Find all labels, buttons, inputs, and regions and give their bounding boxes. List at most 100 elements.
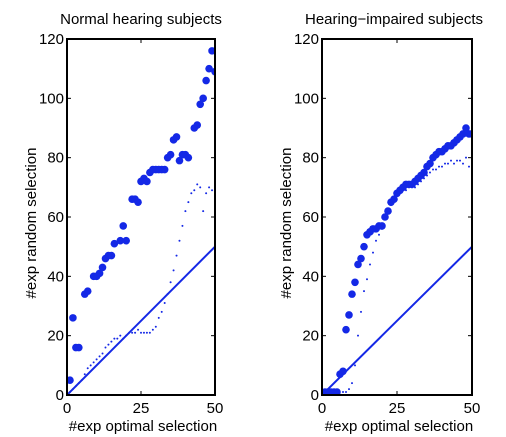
y-tick-label: 80	[47, 150, 64, 167]
chart-title: Hearing−impaired subjects	[305, 11, 483, 28]
reference-line	[67, 245, 215, 395]
large-data-point	[75, 343, 83, 352]
small-data-point	[178, 239, 181, 242]
small-data-point	[396, 192, 398, 195]
large-data-point	[360, 242, 368, 251]
small-data-point	[148, 331, 151, 334]
small-data-point	[432, 168, 434, 171]
large-data-point	[420, 168, 428, 177]
plot-area	[322, 124, 472, 395]
large-data-point	[134, 198, 142, 206]
x-axis-label: #exp optimal selection	[69, 418, 217, 435]
small-data-point	[447, 162, 449, 165]
small-data-point	[345, 391, 347, 394]
large-data-point	[426, 159, 434, 168]
large-data-point	[193, 121, 202, 129]
large-data-point	[83, 287, 92, 295]
plot-area	[67, 47, 215, 395]
large-data-point	[354, 260, 362, 269]
y-tick-label: 80	[302, 150, 319, 167]
small-data-point	[462, 162, 464, 165]
small-data-point	[387, 210, 389, 213]
small-data-point	[113, 337, 116, 340]
small-data-point	[140, 331, 142, 334]
chart-panel-1: Normal hearing subjects 0 20 40 60 80 100 120 0 2…	[23, 11, 223, 435]
y-tick-label: 60	[47, 209, 64, 226]
y-tick-label: 0	[311, 387, 319, 404]
small-data-point	[95, 358, 98, 361]
small-data-point	[119, 334, 122, 337]
small-data-point	[172, 269, 175, 272]
x-tick-label: 0	[318, 400, 326, 417]
small-data-point	[378, 233, 380, 236]
small-data-point	[453, 162, 455, 165]
small-data-point	[354, 364, 356, 367]
small-data-point	[187, 201, 190, 204]
large-data-point	[342, 325, 350, 334]
small-data-point	[342, 391, 344, 394]
y-tick-label: 100	[39, 90, 64, 107]
small-data-point	[369, 263, 371, 266]
small-data-point	[366, 278, 368, 281]
small-data-point	[351, 382, 353, 385]
y-tick-label: 60	[302, 209, 319, 226]
small-data-point	[348, 388, 350, 391]
small-data-point	[193, 189, 196, 192]
large-data-point	[69, 314, 77, 322]
large-data-point	[459, 130, 467, 138]
large-data-point	[116, 236, 125, 245]
small-data-point	[444, 162, 446, 165]
small-data-point	[363, 290, 365, 293]
large-data-point	[351, 278, 359, 287]
small-data-point	[441, 165, 443, 168]
large-data-point	[208, 47, 215, 55]
small-data-point	[142, 331, 145, 334]
small-data-point	[202, 210, 205, 213]
small-data-point	[199, 186, 202, 189]
large-data-point	[160, 165, 169, 174]
large-data-point	[98, 263, 107, 272]
small-data-point	[145, 331, 148, 334]
small-data-point	[181, 224, 184, 227]
plot-frame	[321, 38, 473, 396]
small-data-point	[83, 373, 86, 376]
y-tick-label: 100	[294, 90, 319, 107]
large-data-point	[143, 177, 151, 186]
large-data-point	[199, 94, 207, 103]
large-data-point	[345, 311, 353, 319]
large-data-point	[67, 376, 74, 384]
chart-panel-2: Hearing−impaired subjects 0 20 40 60 80 100 120…	[278, 11, 483, 435]
small-data-point	[116, 337, 119, 340]
small-data-point	[163, 302, 166, 305]
small-data-point	[456, 159, 458, 162]
x-tick-label: 50	[207, 400, 224, 417]
small-data-point	[429, 171, 431, 174]
y-tick-label: 0	[56, 387, 64, 404]
y-axis-label: #exp random selection	[278, 148, 295, 299]
small-data-point	[375, 239, 377, 242]
y-tick-label: 20	[302, 328, 319, 345]
large-data-point	[110, 239, 119, 248]
large-data-point	[196, 100, 204, 109]
small-data-point	[399, 192, 401, 195]
small-data-point	[184, 210, 187, 213]
small-data-point	[101, 352, 104, 355]
small-data-point	[205, 192, 208, 195]
small-data-point	[92, 361, 95, 364]
small-data-point	[160, 310, 163, 313]
y-tick-label: 40	[302, 268, 319, 285]
small-data-point	[423, 177, 425, 180]
small-data-point	[134, 331, 137, 334]
small-data-point	[465, 156, 467, 159]
large-data-point	[175, 156, 184, 165]
small-data-point	[360, 310, 362, 313]
small-data-point	[357, 334, 359, 337]
small-data-point	[408, 186, 410, 189]
small-data-point	[98, 355, 101, 358]
y-tick-label: 120	[294, 31, 319, 48]
small-data-point	[157, 316, 160, 319]
small-data-point	[211, 189, 214, 192]
plot-frame	[66, 38, 216, 396]
large-data-point	[462, 124, 470, 132]
